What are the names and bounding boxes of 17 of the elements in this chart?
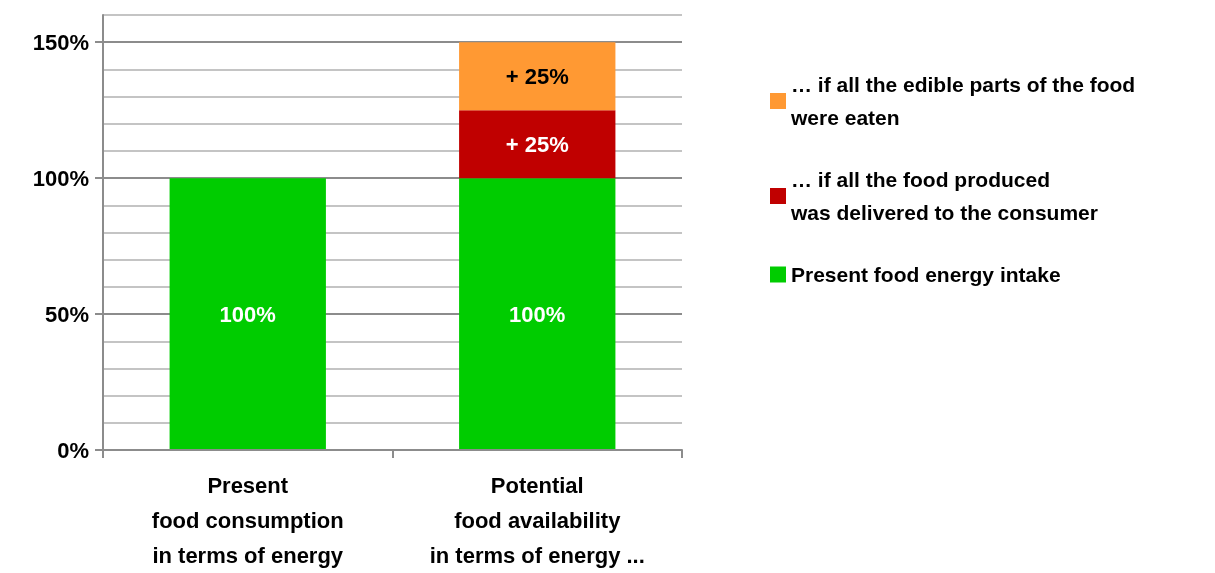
y-tick-label: 0% xyxy=(57,437,89,463)
data-label: + 25% xyxy=(505,63,569,89)
bar xyxy=(459,42,616,111)
y-tick-label: 150% xyxy=(32,29,89,55)
data-label: 100% xyxy=(509,301,566,327)
bar xyxy=(459,178,616,450)
bar xyxy=(459,110,616,179)
y-tick-label: 100% xyxy=(32,165,89,191)
x-tick-label: Present food consumption in terms of energy xyxy=(151,473,344,568)
legend-label: … if all the edible parts of the food were eaten xyxy=(790,73,1136,129)
y-tick-label: 50% xyxy=(44,301,89,327)
legend-label: … if all the food produced was delivered to the consumer xyxy=(790,168,1098,224)
data-label: + 25% xyxy=(505,131,569,157)
legend-label: Present food energy intake xyxy=(791,263,1061,286)
bar xyxy=(169,178,326,450)
x-tick-label: Potential food availability in terms of energy ... xyxy=(429,473,645,568)
data-label: 100% xyxy=(219,301,276,327)
